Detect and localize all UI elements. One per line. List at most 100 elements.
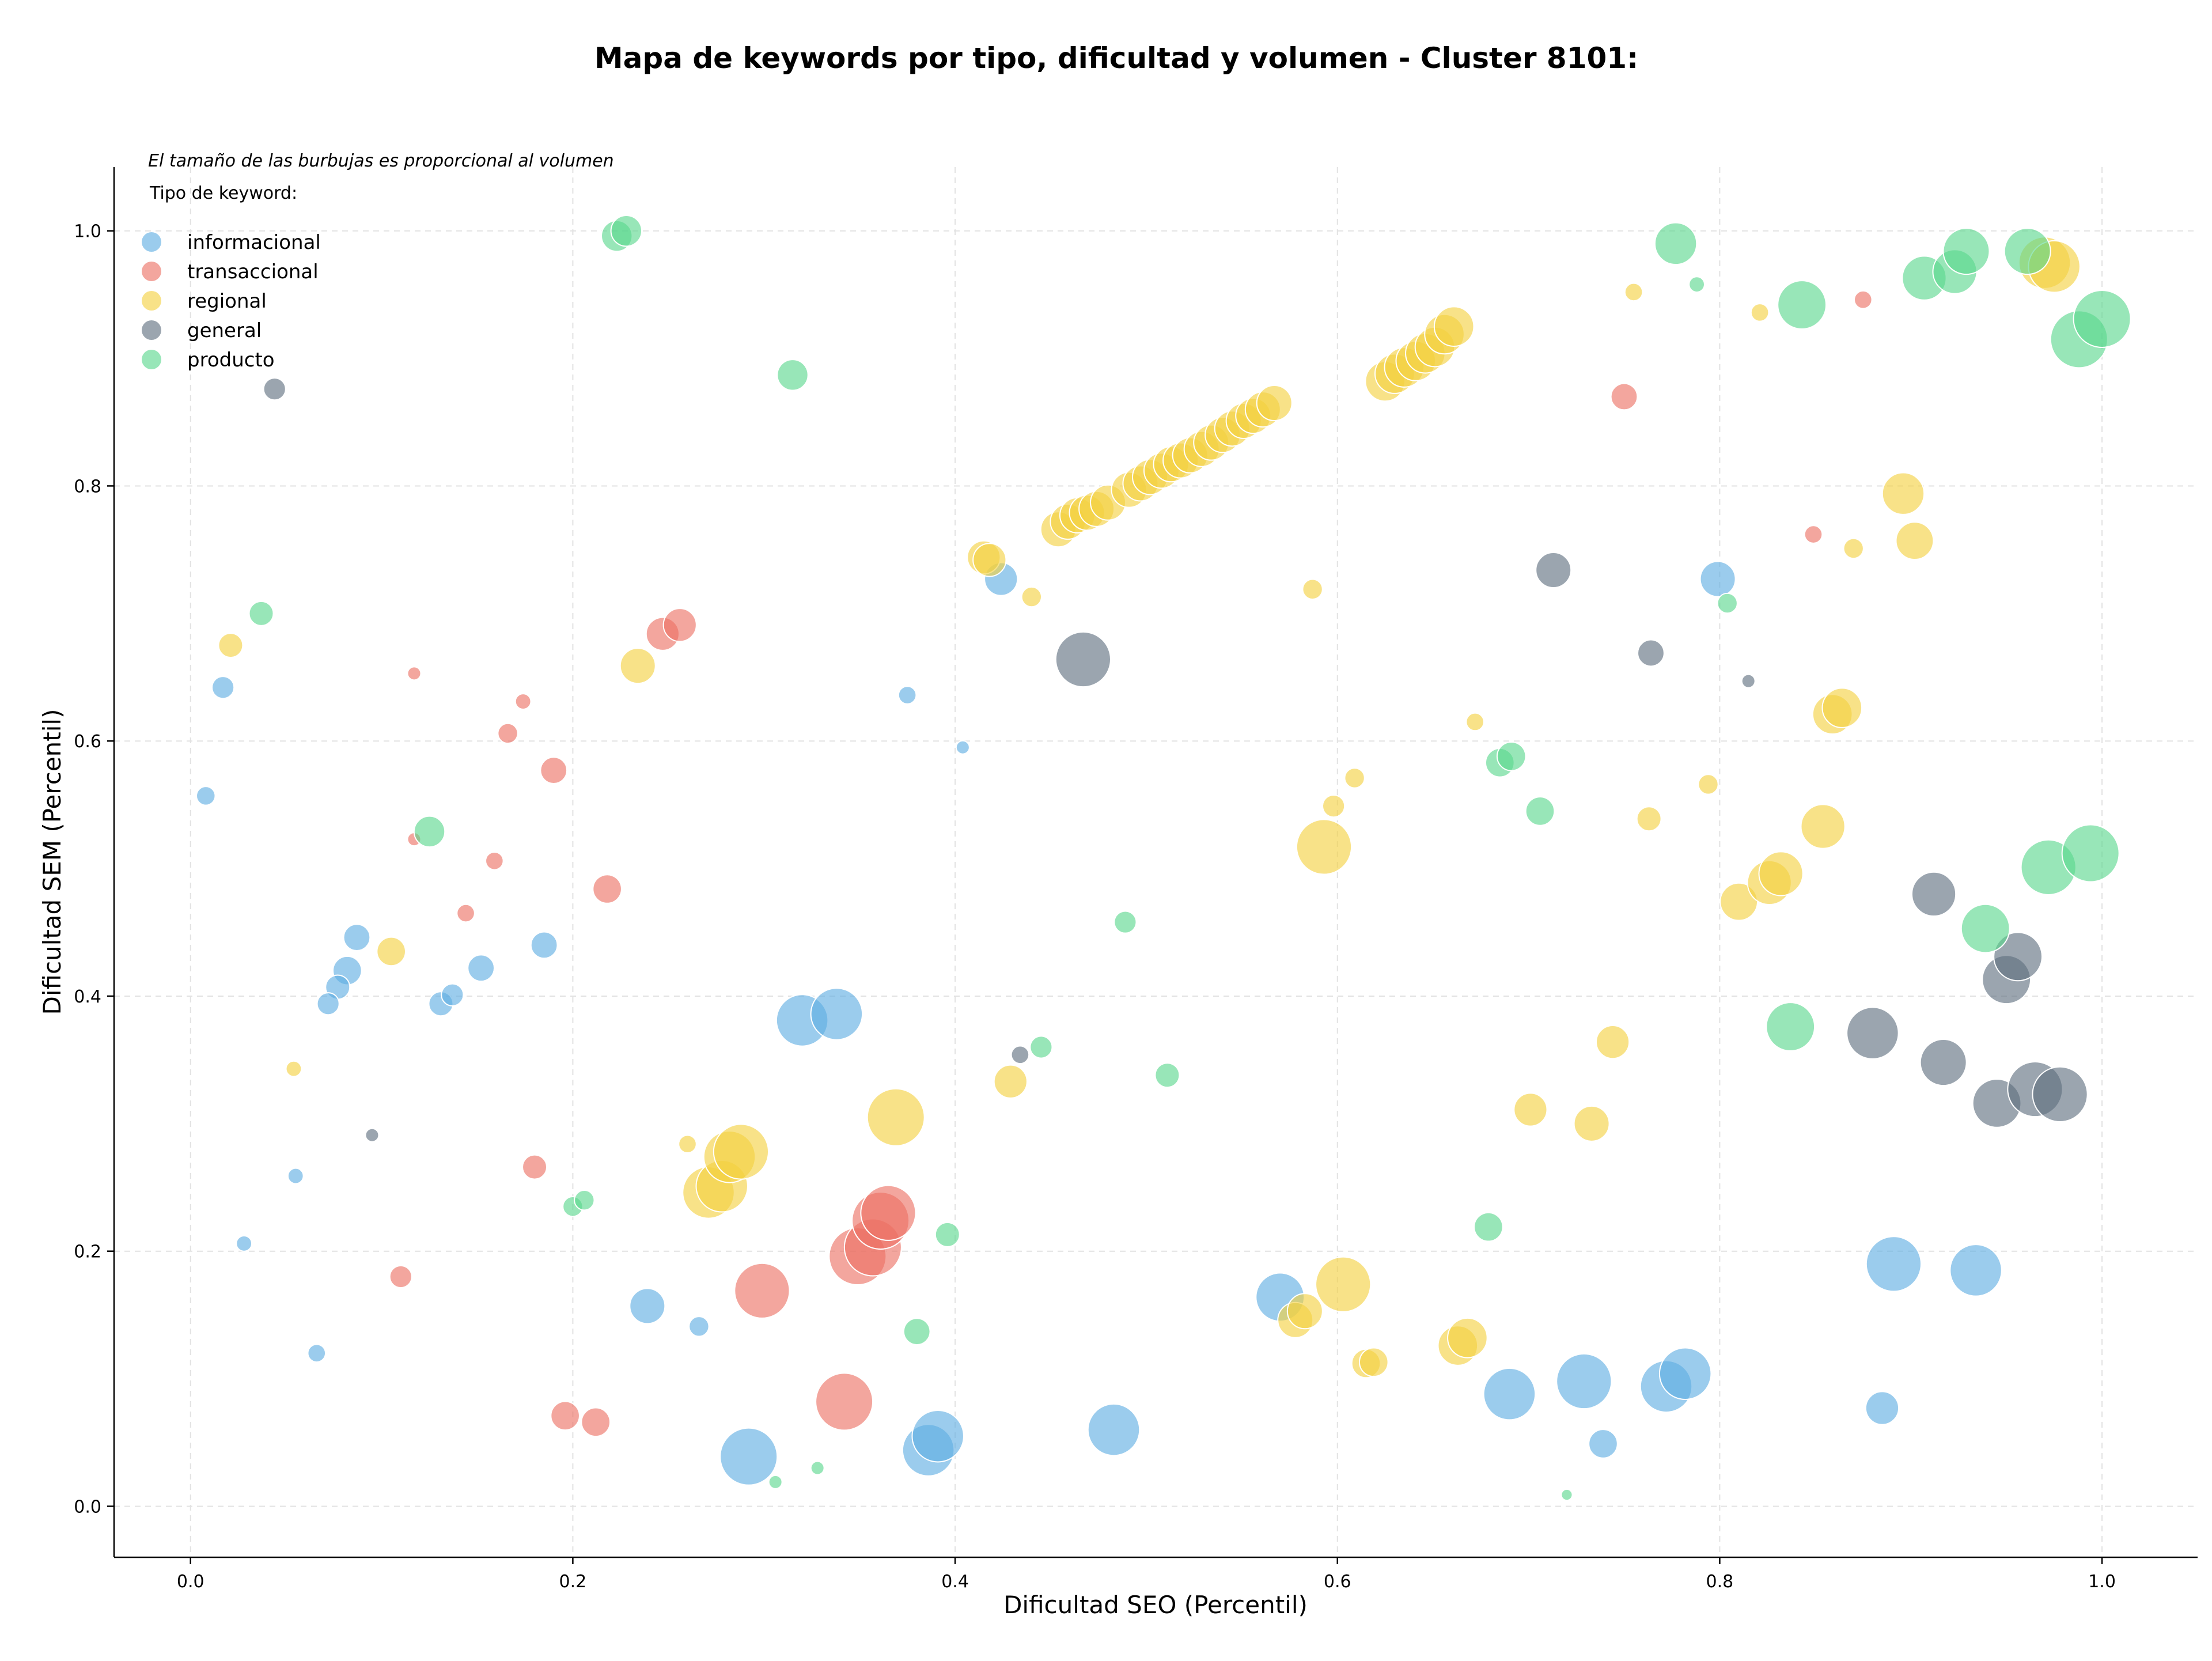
- legend-swatch: [142, 350, 161, 369]
- bubble-regional: [1636, 806, 1662, 832]
- legend-title: Tipo de keyword:: [149, 183, 297, 203]
- legend-label: regional: [187, 290, 267, 313]
- x-tick-label: 0.0: [177, 1572, 204, 1592]
- bubble-producto: [2003, 228, 2051, 275]
- bubble-transaccional: [514, 693, 532, 710]
- bubble-informacional: [467, 954, 495, 982]
- bubble-general: [1741, 674, 1756, 688]
- bubble-informacional: [719, 1427, 778, 1486]
- bubble-regional: [678, 1134, 697, 1154]
- legend: El tamaño de las burbujas es proporciona…: [142, 151, 614, 372]
- bubble-regional: [285, 1060, 302, 1077]
- bubble-transaccional: [407, 666, 422, 681]
- bubble-producto: [768, 1474, 783, 1489]
- bubble-regional: [1624, 282, 1643, 302]
- bubble-producto: [2073, 289, 2131, 348]
- bubble-informacional: [530, 931, 558, 959]
- bubble-general: [1919, 1039, 1967, 1087]
- bubble-general: [1993, 932, 2043, 982]
- bubble-general: [2032, 1066, 2088, 1123]
- y-axis-label: Dificultad SEM (Percentil): [38, 709, 66, 1015]
- bubble-producto: [903, 1318, 931, 1346]
- bubble-producto: [1960, 903, 2010, 954]
- grid: [114, 167, 2198, 1557]
- bubble-producto: [934, 1221, 960, 1247]
- bubble-regional: [1573, 1105, 1610, 1142]
- bubble-regional: [218, 633, 244, 659]
- legend-item-transaccional: transaccional: [142, 260, 319, 283]
- y-tick-label: 1.0: [74, 222, 101, 242]
- y-tick-label: 0.6: [74, 732, 101, 752]
- bubble-regional: [376, 936, 406, 967]
- bubble-producto: [2061, 824, 2120, 883]
- legend-label: informacional: [187, 231, 321, 254]
- bubble-general: [263, 377, 286, 401]
- x-tick-label: 0.8: [1706, 1572, 1734, 1592]
- bubble-regional: [1021, 586, 1043, 608]
- bubble-regional: [1344, 767, 1365, 789]
- bubble-general: [1911, 871, 1957, 917]
- bubble-producto: [810, 1461, 825, 1475]
- bubble-informacional: [688, 1316, 710, 1337]
- bubble-producto: [1688, 276, 1705, 293]
- bubble-informacional: [810, 987, 863, 1041]
- series-general: [263, 377, 2088, 1142]
- bubble-informacional: [1483, 1367, 1536, 1421]
- bubble-general: [1846, 1007, 1899, 1060]
- bubble-informacional: [236, 1235, 253, 1252]
- bubble-general: [1055, 631, 1112, 688]
- bubble-regional: [993, 1064, 1028, 1099]
- bubble-regional: [1719, 882, 1758, 921]
- bubble-producto: [610, 214, 643, 247]
- bubble-regional: [1800, 804, 1846, 849]
- bubble-regional: [972, 543, 1007, 577]
- bubble-transaccional: [734, 1262, 790, 1319]
- chart-title: Mapa de keywords por tipo, dificultad y …: [594, 41, 1638, 75]
- bubble-informacional: [1658, 1347, 1712, 1400]
- y-tick-label: 0.0: [74, 1497, 101, 1517]
- bubble-informacional: [911, 1409, 964, 1463]
- series-regional: [218, 236, 2081, 1379]
- bubble-informacional: [211, 676, 235, 699]
- bubble-general: [365, 1127, 380, 1142]
- bubble-informacional: [897, 686, 917, 705]
- bubble-producto: [1113, 910, 1137, 934]
- legend-swatch: [142, 232, 161, 252]
- bubble-transaccional: [389, 1265, 412, 1289]
- bubble-informacional: [955, 740, 970, 755]
- legend-swatch: [142, 262, 161, 281]
- bubble-producto: [1777, 280, 1827, 330]
- bubble-general: [1637, 639, 1665, 667]
- bubble-general: [1010, 1045, 1030, 1065]
- bubble-transaccional: [522, 1154, 548, 1180]
- bubble-transaccional: [456, 903, 475, 923]
- bubble-regional: [866, 1088, 925, 1147]
- bubble-transaccional: [540, 756, 568, 785]
- bubble-regional: [1698, 774, 1719, 795]
- bubble-informacional: [196, 786, 216, 806]
- legend-label: general: [187, 319, 262, 342]
- bubble-producto: [413, 815, 446, 848]
- bubble-producto: [777, 359, 809, 391]
- bubble-regional: [1595, 1025, 1630, 1060]
- bubble-informacional: [1087, 1403, 1141, 1456]
- legend-item-informacional: informacional: [142, 231, 321, 254]
- bubble-producto: [1474, 1212, 1503, 1242]
- bubble-informacional: [1865, 1236, 1922, 1292]
- bubble-regional: [1750, 303, 1770, 322]
- bubble-regional: [1322, 794, 1346, 818]
- bubble-informacional: [1699, 561, 1736, 597]
- bubble-regional: [1821, 687, 1863, 728]
- bubble-regional: [1286, 1293, 1323, 1330]
- bubble-regional: [1315, 1256, 1372, 1312]
- bubble-producto: [1717, 592, 1738, 614]
- bubble-informacional: [343, 924, 371, 952]
- bubble-transaccional: [815, 1372, 874, 1431]
- bubble-transaccional: [1804, 525, 1823, 544]
- series-transaccional: [389, 290, 1873, 1437]
- bubble-regional: [619, 648, 656, 684]
- bubble-transaccional: [662, 608, 697, 642]
- bubble-producto: [1654, 222, 1698, 266]
- bubble-transaccional: [860, 1185, 916, 1241]
